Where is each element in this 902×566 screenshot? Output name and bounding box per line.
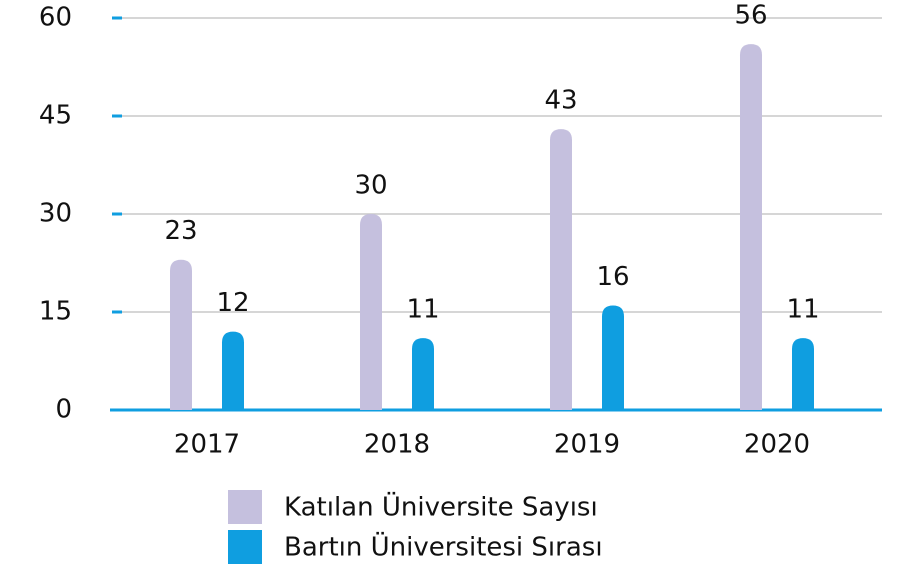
value-label: 16 bbox=[596, 262, 629, 292]
legend-label: Bartın Üniversitesi Sırası bbox=[284, 531, 603, 563]
bar bbox=[740, 44, 762, 411]
x-tick-label: 2018 bbox=[364, 430, 430, 460]
legend-label: Katılan Üniversite Sayısı bbox=[284, 491, 598, 523]
value-label: 43 bbox=[544, 86, 577, 116]
y-tick-label: 15 bbox=[39, 297, 72, 327]
x-tick-label: 2019 bbox=[554, 430, 620, 460]
legend-swatch bbox=[228, 490, 262, 524]
bar bbox=[222, 331, 244, 410]
value-label: 11 bbox=[406, 295, 439, 325]
y-tick-label: 45 bbox=[39, 101, 72, 131]
bar bbox=[412, 338, 434, 410]
bar bbox=[602, 305, 624, 410]
x-tick-label: 2017 bbox=[174, 430, 240, 460]
value-label: 23 bbox=[164, 216, 197, 246]
value-label: 30 bbox=[354, 171, 387, 201]
x-tick-label: 2020 bbox=[744, 430, 810, 460]
value-label: 11 bbox=[786, 295, 819, 325]
y-tick-label: 30 bbox=[39, 199, 72, 229]
bar bbox=[170, 259, 192, 410]
y-tick-label: 0 bbox=[55, 395, 72, 425]
bar bbox=[360, 214, 382, 410]
bar bbox=[550, 129, 572, 411]
value-label: 56 bbox=[734, 1, 767, 31]
y-tick-label: 60 bbox=[39, 3, 72, 33]
value-label: 12 bbox=[216, 288, 249, 318]
legend-swatch bbox=[228, 530, 262, 564]
bar bbox=[792, 338, 814, 410]
